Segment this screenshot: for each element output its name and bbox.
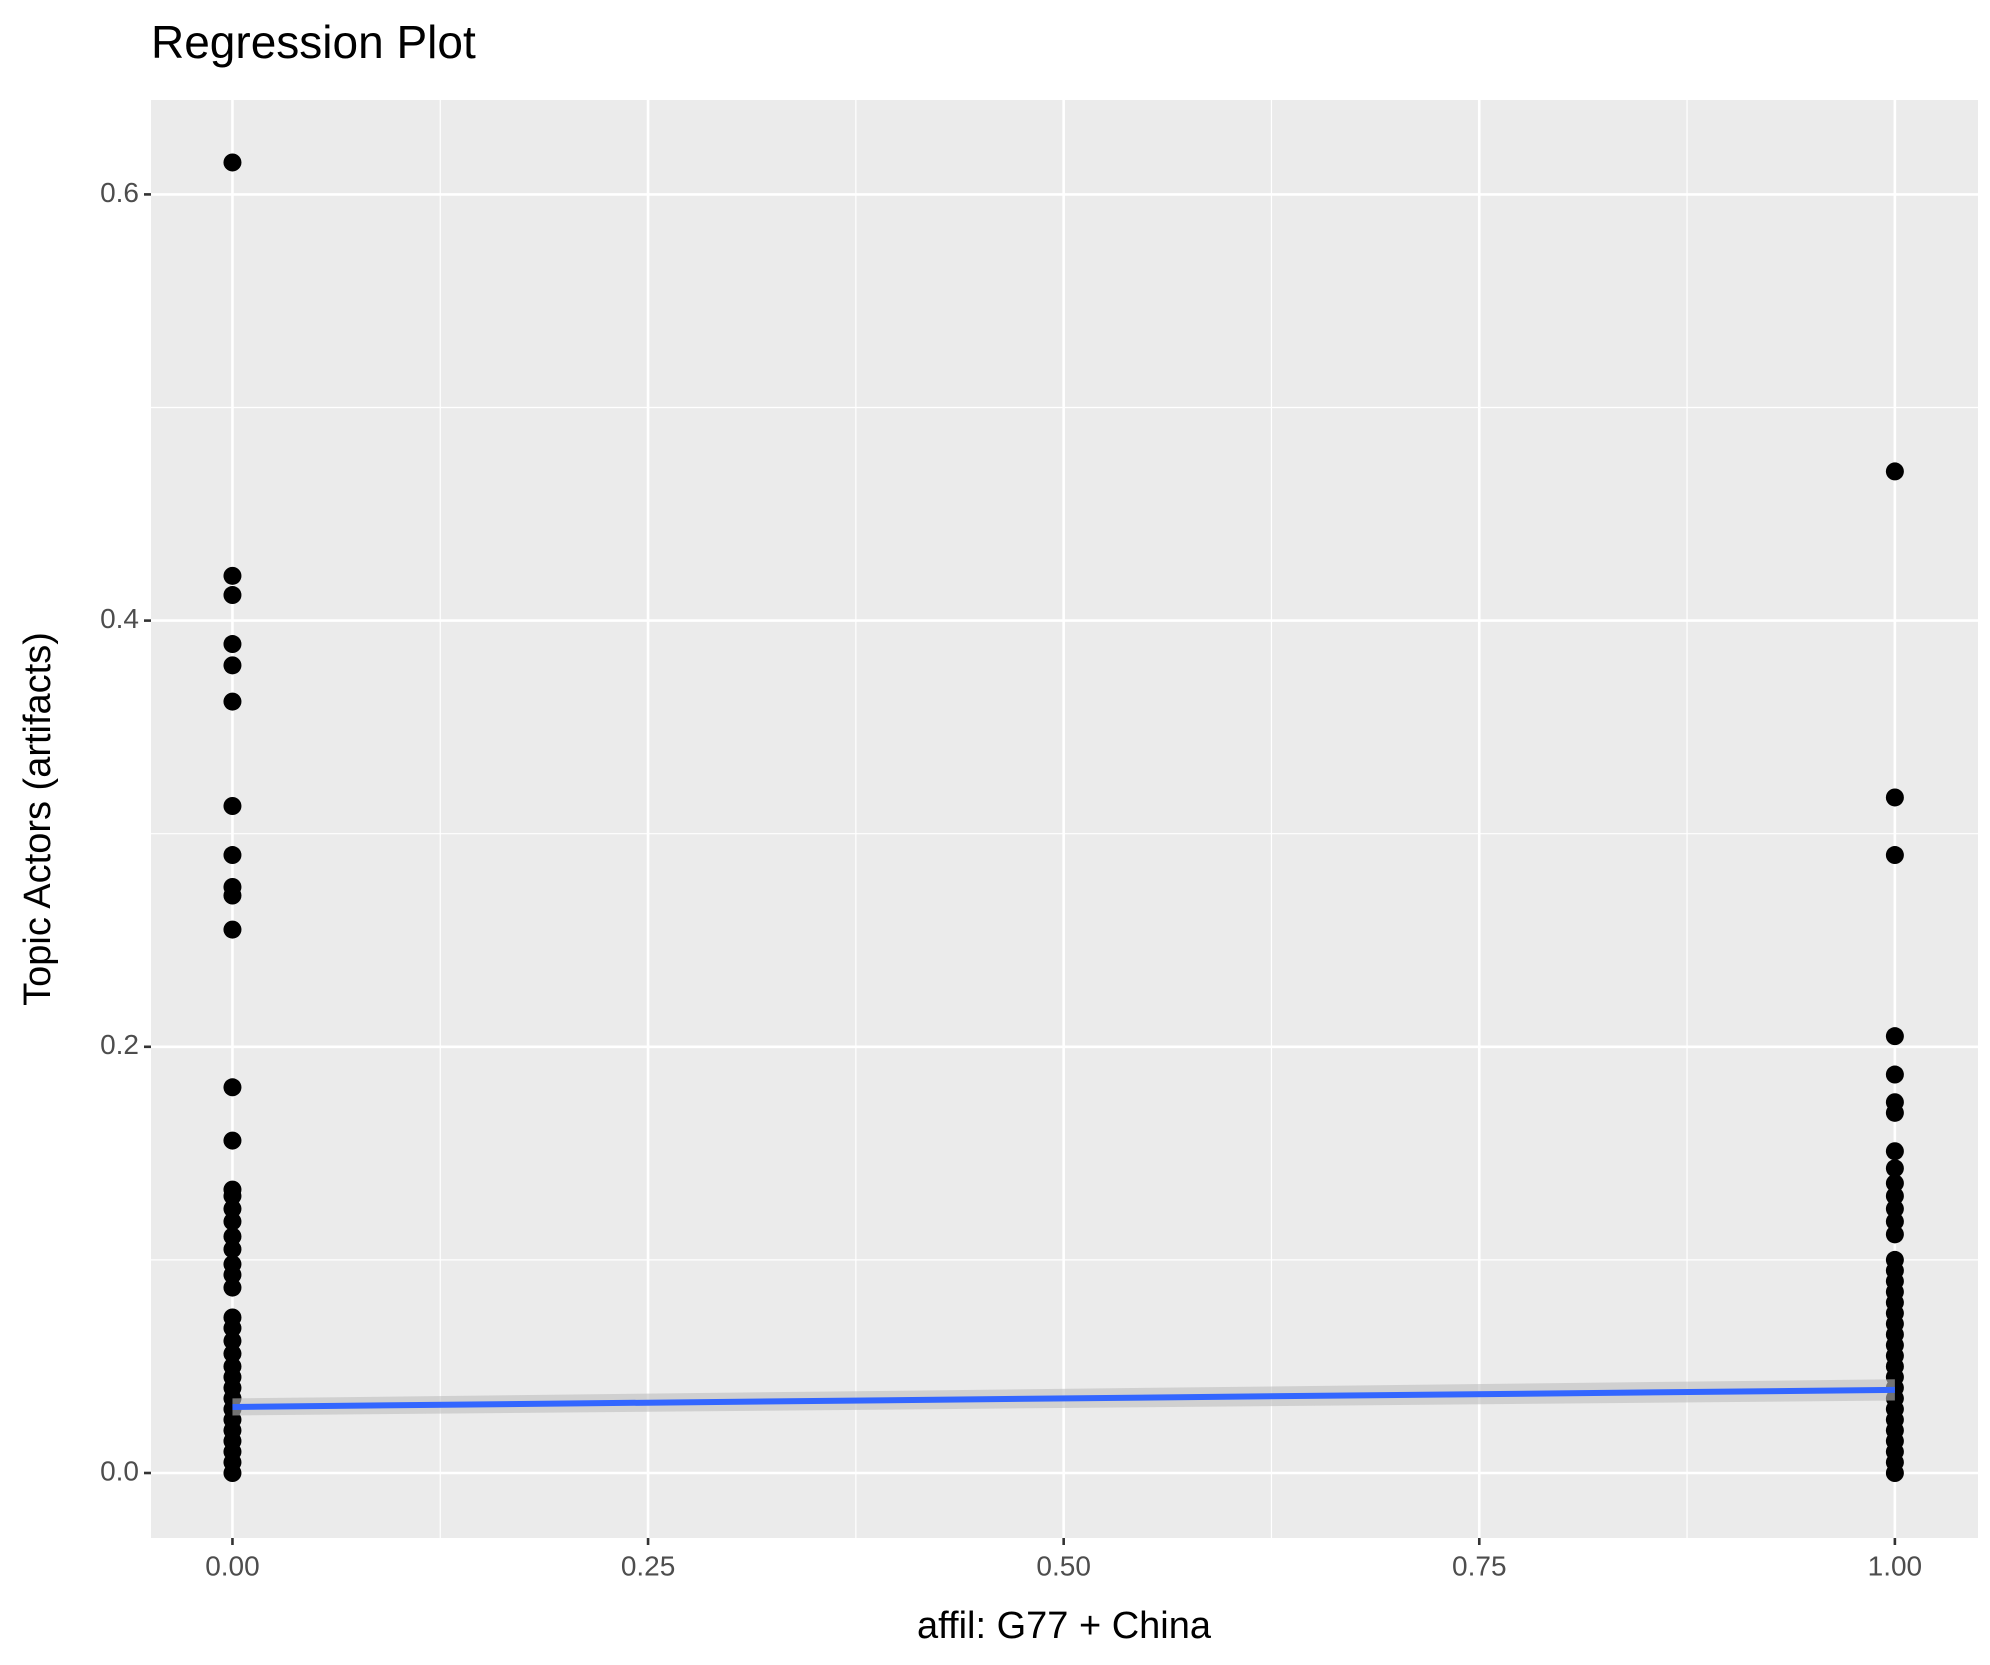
point: [223, 920, 242, 939]
point: [1885, 788, 1904, 807]
point: [223, 1278, 242, 1297]
point: [223, 1131, 242, 1150]
point: [223, 1078, 242, 1097]
point: [223, 1344, 242, 1363]
x-tick-label: 0.00: [205, 1550, 260, 1581]
point: [223, 1464, 242, 1483]
point: [223, 692, 242, 711]
y-tick-label: 0.4: [100, 603, 139, 634]
point: [223, 1319, 242, 1338]
x-tick-label: 1.00: [1868, 1550, 1923, 1581]
point: [1885, 1464, 1904, 1483]
point: [223, 1186, 242, 1205]
point: [223, 1227, 242, 1246]
point: [1885, 846, 1904, 865]
x-tick-label: 0.25: [621, 1550, 676, 1581]
x-tick-label: 0.50: [1036, 1550, 1091, 1581]
point: [223, 886, 242, 905]
x-axis-title: affil: G77 + China: [917, 1605, 1212, 1647]
point: [1885, 1065, 1904, 1084]
point: [1885, 1103, 1904, 1122]
point: [223, 153, 242, 172]
point: [1885, 1186, 1904, 1205]
y-tick-label: 0.6: [100, 177, 139, 208]
x-tick-label: 0.75: [1452, 1550, 1507, 1581]
point: [1885, 1174, 1904, 1193]
point: [223, 566, 242, 585]
point: [223, 1199, 242, 1218]
chart-title: Regression Plot: [151, 16, 476, 68]
point: [1885, 1225, 1904, 1244]
point: [1885, 1199, 1904, 1218]
point: [1885, 1159, 1904, 1178]
point: [1885, 462, 1904, 481]
point: [1885, 1212, 1904, 1231]
point: [223, 1265, 242, 1284]
point: [223, 846, 242, 865]
y-tick-label: 0.0: [100, 1455, 139, 1486]
point: [223, 635, 242, 654]
point: [223, 586, 242, 605]
y-axis-title: Topic Actors (artifacts): [17, 632, 59, 1006]
point: [223, 1240, 242, 1259]
y-tick-label: 0.2: [100, 1029, 139, 1060]
point: [223, 1212, 242, 1231]
point: [223, 656, 242, 675]
regression-line: [232, 1386, 1895, 1410]
point: [223, 797, 242, 816]
point: [1885, 1142, 1904, 1161]
point: [1885, 1027, 1904, 1046]
point: [223, 1331, 242, 1350]
